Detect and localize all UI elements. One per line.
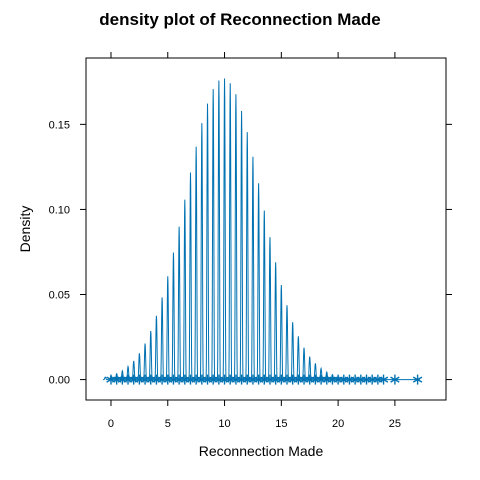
x-axis: 0 5 10 15 20 25 [108,52,401,430]
y-tick-label: 0.05 [49,290,70,302]
y-tick-label: 0.15 [49,119,70,131]
x-tick-label: 15 [275,418,287,430]
x-tick-label: 25 [389,418,401,430]
plot-frame [85,57,447,401]
x-tick-label: 10 [218,418,230,430]
x-tick-label: 5 [165,418,171,430]
x-tick-label: 0 [108,418,114,430]
y-axis: 0.00 0.05 0.10 0.15 [49,119,452,387]
y-axis-label: Density [17,206,33,253]
rug-point [378,374,389,385]
x-tick-label: 20 [332,418,344,430]
rug-points [106,374,423,385]
plot-area [103,78,423,385]
density-curve [103,78,420,381]
x-axis-label: Reconnection Made [199,443,324,459]
rug-point [412,374,423,385]
y-tick-label: 0.00 [49,375,70,387]
rug-point [390,374,400,385]
chart-title: density plot of Reconnection Made [99,10,380,29]
y-tick-label: 0.10 [49,204,70,216]
